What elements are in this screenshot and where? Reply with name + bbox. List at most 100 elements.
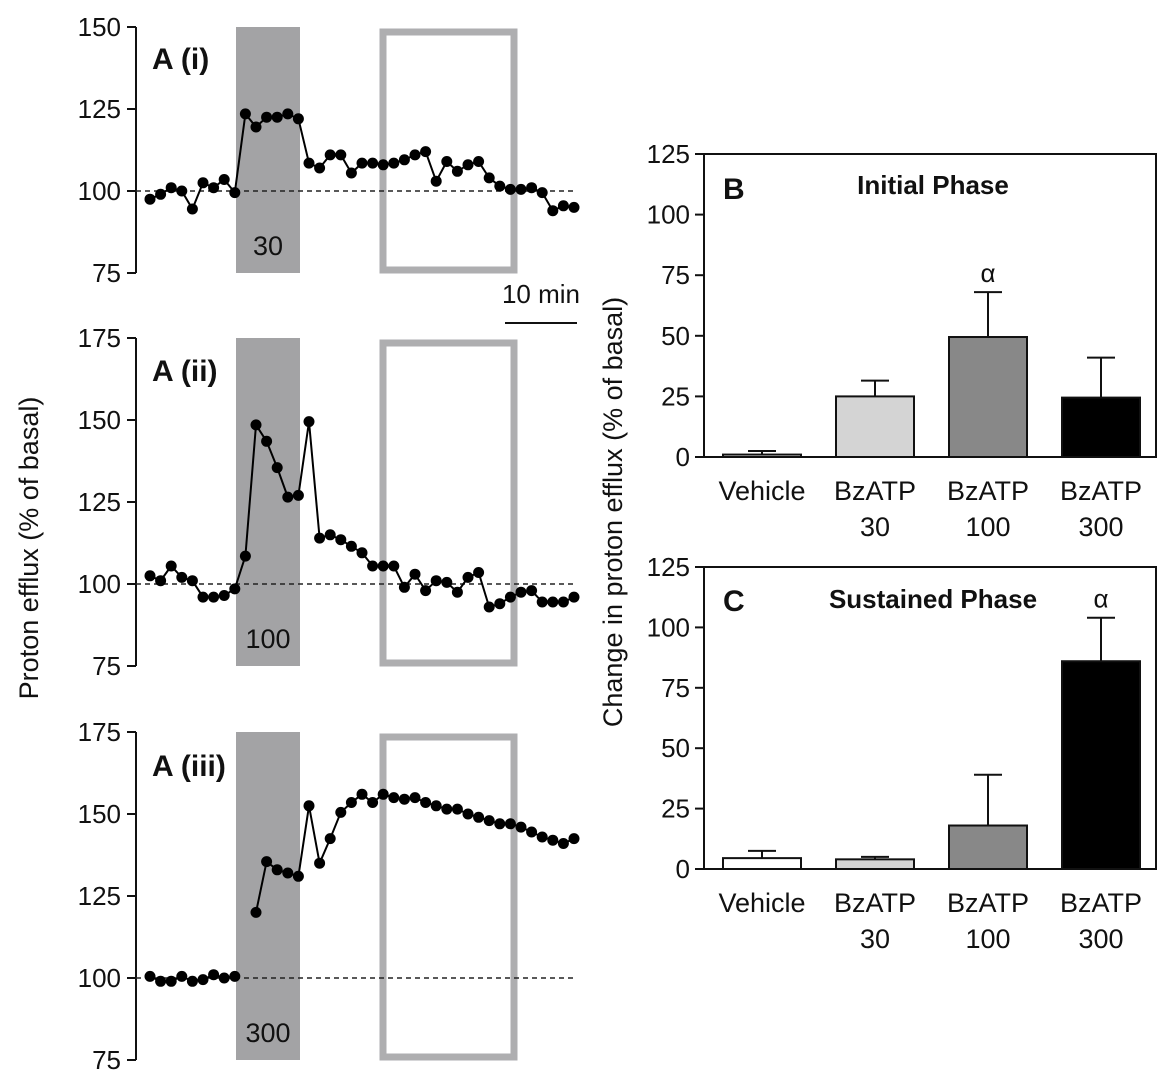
y-tick-label-a-iii: 150 (78, 799, 121, 829)
axes-layer: 3075100125150100751001251501753007510012… (78, 12, 1157, 1075)
data-point-a-i (515, 183, 527, 195)
data-point-a-iii (504, 818, 516, 830)
data-point-a-i (165, 182, 177, 194)
y-tick-label-a-iii: 175 (78, 717, 121, 747)
significance-mark-c: α (1093, 584, 1108, 614)
data-point-a-ii (218, 590, 230, 601)
y-tick-label-a-iii: 75 (92, 1045, 121, 1075)
y-tick-label-a-ii: 100 (78, 569, 121, 599)
data-point-a-i (324, 149, 336, 161)
data-point-a-i (420, 146, 432, 158)
data-point-a-iii (367, 797, 379, 808)
data-point-a-i (303, 157, 315, 169)
data-point-a-i (451, 165, 463, 177)
data-point-a-ii (398, 581, 410, 593)
data-point-a-iii (271, 864, 283, 876)
data-point-a-i (483, 172, 495, 184)
y-tick-label-b: 50 (661, 321, 690, 351)
scale-bar-label: 10 min (502, 279, 580, 309)
data-point-a-ii (430, 575, 442, 587)
panel-label-b: B (723, 173, 745, 206)
y-tick-label-c: 100 (647, 612, 690, 642)
data-point-a-iii (165, 975, 177, 987)
category-label-c: 30 (860, 924, 890, 954)
data-point-a-iii (335, 806, 347, 818)
data-point-a-iii (208, 969, 220, 981)
data-point-a-iii (547, 834, 559, 846)
y-tick-label-c: 25 (661, 794, 690, 824)
y-tick-label-b: 75 (661, 260, 690, 290)
bar-b (835, 395, 915, 458)
data-point-a-ii (441, 576, 453, 588)
data-point-a-iii (388, 792, 400, 804)
data-point-a-i (250, 121, 262, 133)
data-point-a-i (367, 157, 379, 169)
data-point-a-i (430, 175, 442, 187)
data-point-a-ii (409, 568, 421, 580)
data-point-a-ii (292, 489, 304, 501)
data-point-a-iii (526, 826, 538, 838)
data-point-a-iii (451, 803, 463, 815)
data-point-a-iii (186, 975, 198, 987)
data-point-a-iii (483, 815, 495, 827)
y-tick-label-a-i: 100 (78, 176, 121, 206)
plot-frame-c (703, 566, 1157, 870)
data-point-a-i (282, 108, 294, 120)
y-tick-label-b: 25 (661, 381, 690, 411)
data-point-a-i (239, 108, 251, 120)
category-label-c: BzATP (834, 888, 916, 918)
data-point-a-ii (250, 419, 262, 431)
data-point-a-iii (430, 800, 442, 812)
data-point-a-iii (377, 788, 389, 800)
data-point-a-ii (462, 571, 474, 583)
panel-label-a-iii: A (iii) (152, 750, 226, 783)
category-label-b: 30 (860, 512, 890, 542)
data-point-a-i (345, 167, 357, 179)
data-point-a-ii (504, 591, 516, 603)
concentration-label-a-ii: 100 (245, 624, 290, 654)
data-point-a-ii (568, 591, 580, 603)
left-y-axis-label: Proton efflux (% of basal) (14, 397, 44, 700)
data-point-a-ii (377, 560, 389, 572)
category-label-b: Vehicle (718, 476, 805, 506)
data-point-a-i (409, 149, 421, 161)
data-point-a-ii (186, 575, 198, 587)
y-tick-label-a-ii: 75 (92, 651, 121, 681)
data-point-a-i (197, 177, 209, 189)
data-point-a-iii (229, 970, 241, 982)
sustained-window-a-i (379, 28, 518, 274)
data-point-a-iii (303, 800, 315, 812)
data-point-a-i (356, 157, 368, 169)
data-point-a-ii (282, 491, 294, 503)
y-tick-label-b: 100 (647, 200, 690, 230)
category-label-c: BzATP (947, 888, 1029, 918)
category-label-c: 300 (1078, 924, 1123, 954)
data-point-a-i (155, 188, 167, 200)
data-point-a-i (314, 162, 326, 174)
data-point-a-ii (345, 540, 357, 552)
bar-b (1061, 396, 1141, 458)
data-point-a-iii (568, 833, 580, 845)
data-point-a-i (176, 185, 188, 197)
category-label-b: BzATP (947, 476, 1029, 506)
data-point-a-iii (176, 970, 188, 982)
data-point-a-ii (526, 585, 538, 597)
data-point-a-iii (282, 867, 294, 879)
significance-mark-b: α (980, 258, 995, 288)
panel-c-title: Sustained Phase (829, 584, 1037, 614)
data-point-a-ii (261, 435, 273, 447)
panel-label-c: C (723, 585, 745, 618)
y-tick-label-c: 50 (661, 733, 690, 763)
data-point-a-iii (557, 838, 569, 849)
data-point-a-i (568, 201, 580, 213)
data-point-a-iii (144, 970, 156, 982)
data-point-a-i (292, 113, 304, 125)
data-point-a-ii (239, 550, 251, 562)
data-point-a-ii (324, 529, 336, 541)
data-point-a-ii (335, 534, 347, 546)
data-point-a-ii (367, 560, 379, 572)
y-tick-label-b: 0 (676, 442, 690, 472)
y-tick-label-a-i: 125 (78, 94, 121, 124)
treatment-shading-layer (236, 27, 518, 1061)
category-label-b: 300 (1078, 512, 1123, 542)
